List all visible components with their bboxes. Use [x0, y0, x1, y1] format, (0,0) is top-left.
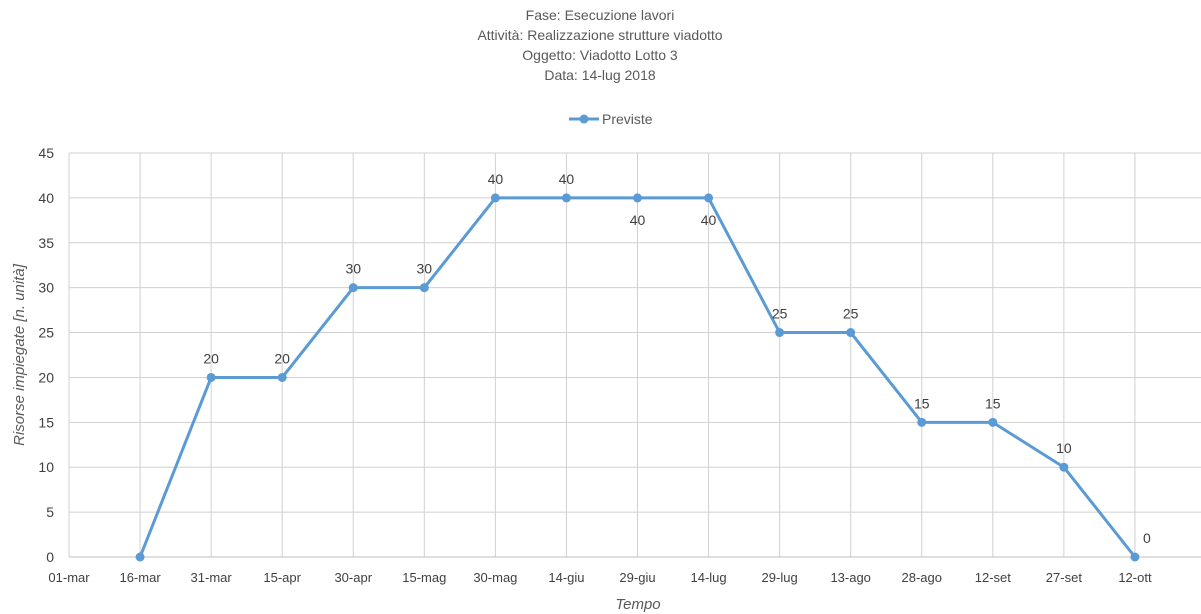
data-point — [135, 552, 145, 562]
data-point — [775, 328, 785, 338]
x-tick-label: 15-apr — [263, 570, 301, 585]
series-previste — [135, 193, 1140, 562]
x-tick-label: 29-giu — [619, 570, 655, 585]
data-label: 40 — [488, 171, 504, 187]
y-tick-label: 45 — [38, 145, 54, 161]
legend-point-marker — [579, 114, 589, 124]
data-point — [348, 283, 358, 293]
data-label: 25 — [772, 306, 788, 322]
chart-title-line: Fase: Esecuzione lavori — [526, 7, 675, 23]
x-tick-label: 12-ott — [1118, 570, 1152, 585]
x-tick-label: 30-apr — [334, 570, 372, 585]
gridlines — [68, 152, 1201, 558]
y-tick-label: 5 — [46, 504, 54, 520]
legend: Previste — [569, 111, 653, 127]
data-point — [490, 193, 500, 203]
x-tick-label: 12-set — [975, 570, 1012, 585]
data-point — [704, 193, 714, 203]
data-label: 15 — [914, 395, 930, 411]
x-tick-label: 15-mag — [402, 570, 446, 585]
data-label: 25 — [843, 306, 859, 322]
data-point — [1130, 552, 1140, 562]
y-tick-label: 30 — [38, 280, 54, 296]
data-labels: 20 20 30 30 40 40 40 40 25 25 15 15 10 0 — [203, 171, 1151, 546]
data-label: 40 — [630, 212, 646, 228]
legend-label: Previste — [602, 111, 653, 127]
y-tick-label: 40 — [38, 190, 54, 206]
data-label: 30 — [417, 261, 433, 277]
data-point — [206, 372, 216, 382]
x-axis-label: Tempo — [615, 596, 660, 613]
x-tick-label: 27-set — [1046, 570, 1083, 585]
data-label: 30 — [345, 261, 361, 277]
y-tick-label: 0 — [46, 549, 54, 565]
x-tick-label: 30-mag — [473, 570, 517, 585]
data-point — [277, 372, 287, 382]
x-tick-label: 14-lug — [690, 570, 726, 585]
x-tick-label: 13-ago — [830, 570, 870, 585]
data-point — [917, 417, 927, 427]
chart-title: Fase: Esecuzione lavori Attività: Realizz… — [477, 7, 722, 83]
data-label: 40 — [559, 171, 575, 187]
y-tick-label: 25 — [38, 325, 54, 341]
y-tick-label: 20 — [38, 369, 54, 385]
x-tick-label: 31-mar — [191, 570, 233, 585]
data-point — [988, 417, 998, 427]
y-axis-label: Risorse impiegate [n. unità] — [11, 263, 28, 446]
data-point — [561, 193, 571, 203]
data-label: 10 — [1056, 440, 1072, 456]
y-tick-label: 35 — [38, 235, 54, 251]
y-tick-label: 10 — [38, 459, 54, 475]
chart-title-line: Attività: Realizzazione strutture viadot… — [477, 27, 722, 43]
chart-title-line: Oggetto: Viadotto Lotto 3 — [522, 47, 678, 63]
x-tick-label: 28-ago — [902, 570, 942, 585]
data-point — [846, 328, 856, 338]
x-tick-label: 14-giu — [548, 570, 584, 585]
data-point — [419, 283, 429, 293]
y-tick-label: 15 — [38, 414, 54, 430]
x-tick-label: 01-mar — [48, 570, 90, 585]
y-axis-ticks: 0 5 10 15 20 25 30 35 40 45 — [38, 145, 54, 565]
data-point — [633, 193, 642, 203]
data-label: 15 — [985, 395, 1001, 411]
data-point — [1059, 462, 1069, 472]
data-label: 20 — [274, 350, 290, 366]
data-label: 20 — [203, 350, 219, 366]
x-tick-label: 29-lug — [762, 570, 798, 585]
data-label: 40 — [701, 212, 717, 228]
x-tick-label: 16-mar — [119, 570, 161, 585]
x-axis-ticks: 01-mar 16-mar 31-mar 15-apr 30-apr 15-mag 30-m… — [48, 570, 1152, 585]
chart-title-line: Data: 14-lug 2018 — [544, 67, 656, 83]
data-label: 0 — [1143, 530, 1151, 546]
